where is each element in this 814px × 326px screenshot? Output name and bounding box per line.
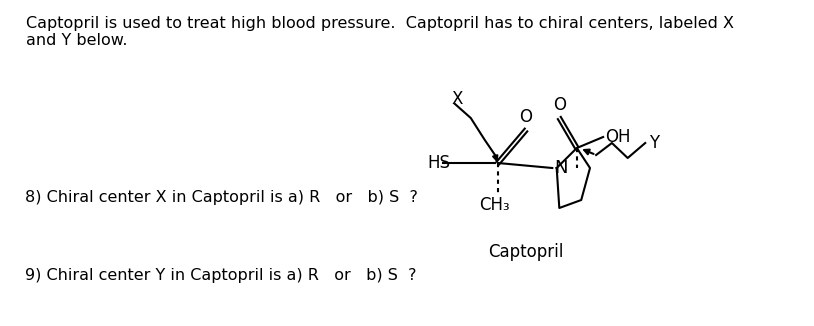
Text: X: X <box>451 90 462 108</box>
Text: Captopril: Captopril <box>488 243 563 261</box>
Text: O: O <box>553 96 566 114</box>
Text: Y: Y <box>649 134 659 152</box>
Text: OH: OH <box>605 128 630 146</box>
Text: N: N <box>554 159 567 177</box>
Text: O: O <box>519 108 532 126</box>
Text: HS: HS <box>428 154 451 172</box>
Text: Captopril is used to treat high blood pressure.  Captopril has to chiral centers: Captopril is used to treat high blood pr… <box>26 16 734 31</box>
Text: 9) Chiral center Y in Captopril is a) R   or   b) S  ?: 9) Chiral center Y in Captopril is a) R … <box>24 268 416 283</box>
Text: 8) Chiral center X in Captopril is a) R   or   b) S  ?: 8) Chiral center X in Captopril is a) R … <box>24 190 418 205</box>
Text: CH₃: CH₃ <box>479 196 510 214</box>
Text: and Y below.: and Y below. <box>26 33 128 48</box>
